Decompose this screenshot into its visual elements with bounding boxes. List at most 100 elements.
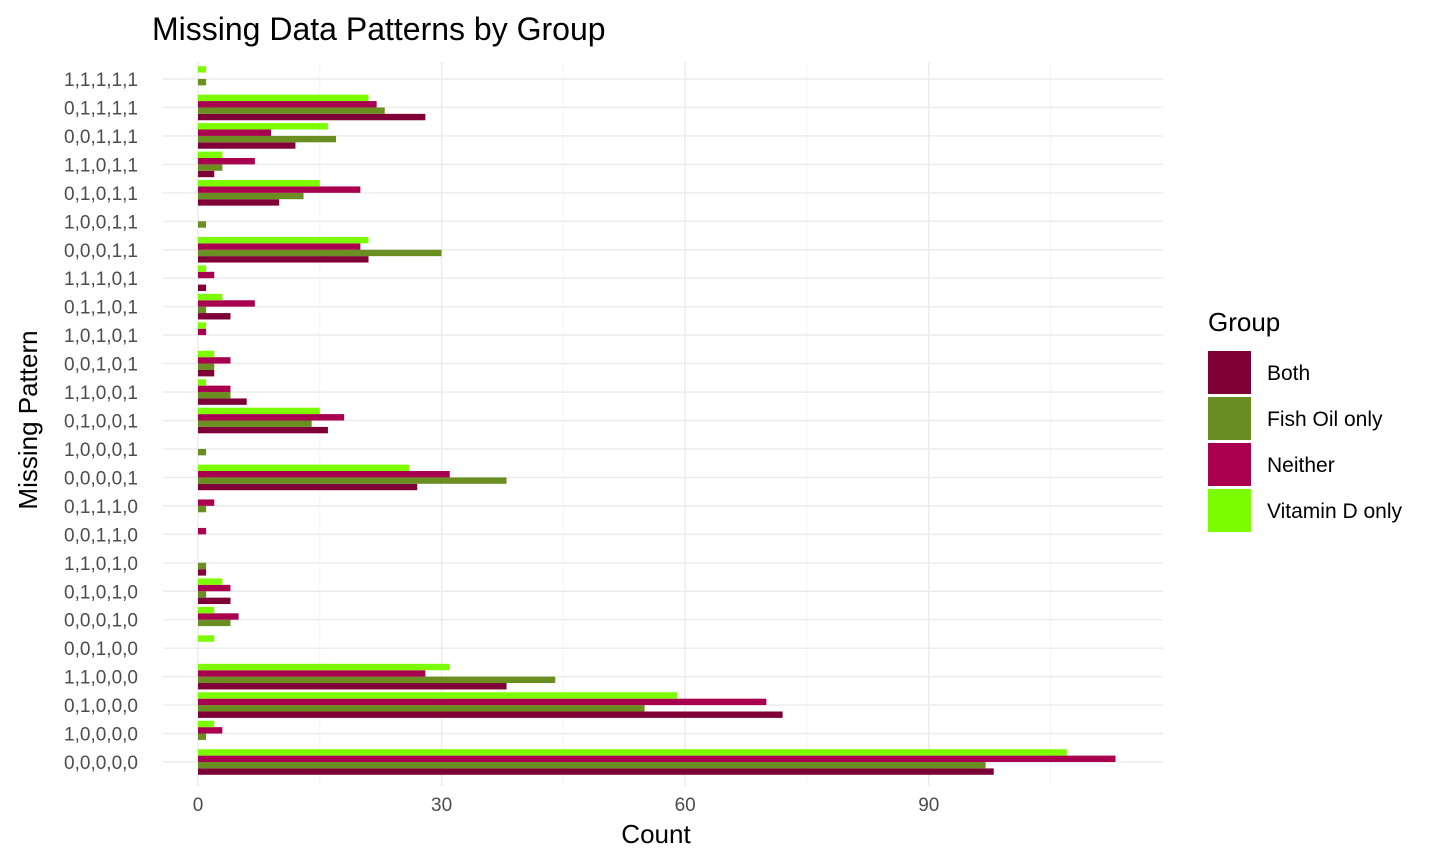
- y-tick-label: 0,1,1,1,1: [64, 98, 138, 119]
- bar-both-4: [198, 199, 280, 206]
- y-tick-label: 0,0,0,1,1: [64, 241, 138, 262]
- x-tick-label: 30: [431, 795, 452, 816]
- y-tick-label: 1,0,0,1,1: [64, 212, 138, 233]
- legend-swatch-vitamin-d-only: [1208, 489, 1251, 532]
- bar-fish-oil-only-24: [198, 762, 986, 769]
- bar-neither-19: [198, 613, 239, 620]
- y-tick-label: 0,1,1,0,1: [64, 298, 138, 319]
- y-tick-label: 1,1,1,1,1: [64, 70, 138, 91]
- bar-both-8: [198, 313, 231, 320]
- bar-both-10: [198, 369, 215, 377]
- bar-neither-22: [198, 698, 767, 706]
- bar-fish-oil-only-4: [198, 192, 304, 200]
- legend-swatch-neither: [1208, 443, 1251, 486]
- bar-fish-oil-only-19: [198, 619, 231, 627]
- bar-vitamin-d-only-9: [198, 322, 207, 329]
- bar-both-22: [198, 711, 783, 718]
- bar-vitamin-d-only-8: [198, 293, 223, 301]
- y-tick-label: 1,1,0,1,1: [64, 155, 138, 176]
- bar-fish-oil-only-6: [198, 249, 442, 257]
- bar-fish-oil-only-3: [198, 164, 223, 171]
- bar-neither-12: [198, 414, 345, 421]
- bar-both-1: [198, 113, 426, 121]
- y-tick-label: 0,0,1,1,1: [64, 127, 138, 148]
- bar-both-2: [198, 142, 296, 149]
- y-tick-label: 0,0,1,0,1: [64, 355, 138, 376]
- bar-vitamin-d-only-14: [198, 464, 410, 472]
- bar-vitamin-d-only-7: [198, 265, 207, 272]
- y-tick-label: 1,0,0,0,1: [64, 440, 138, 461]
- bar-both-24: [198, 768, 994, 775]
- y-tick-label: 1,1,0,1,0: [64, 554, 138, 575]
- bar-vitamin-d-only-6: [198, 236, 369, 244]
- y-tick-label: 0,1,0,1,1: [64, 184, 138, 205]
- bar-both-6: [198, 256, 369, 263]
- legend-label: Fish Oil only: [1267, 408, 1383, 431]
- bar-fish-oil-only-22: [198, 705, 645, 712]
- bar-neither-2: [198, 129, 272, 136]
- bar-vitamin-d-only-23: [198, 720, 215, 728]
- bar-vitamin-d-only-12: [198, 407, 320, 415]
- y-axis-tick-labels: 1,1,1,1,1 0,1,1,1,1 0,0,1,1,1 1,1,0,1,1 0,1,…: [64, 70, 138, 774]
- chart-title: Missing Data Patterns by Group: [152, 11, 606, 47]
- bar-vitamin-d-only-0: [198, 66, 207, 73]
- grid: [163, 62, 1163, 786]
- bar-fish-oil-only-8: [198, 306, 207, 314]
- bar-fish-oil-only-15: [198, 505, 207, 513]
- bar-both-12: [198, 426, 328, 434]
- bar-both-3: [198, 170, 215, 178]
- y-tick-label: 0,1,1,1,0: [64, 497, 138, 518]
- x-tick-label: 0: [193, 795, 204, 816]
- y-tick-label: 0,0,0,0,1: [64, 468, 138, 489]
- bar-both-18: [198, 597, 231, 605]
- bar-both-21: [198, 683, 507, 690]
- y-tick-label: 0,0,1,0,0: [64, 639, 138, 660]
- bar-vitamin-d-only-19: [198, 606, 215, 614]
- bar-neither-11: [198, 385, 231, 393]
- x-axis-title: Count: [621, 819, 691, 849]
- bar-vitamin-d-only-24: [198, 749, 1067, 756]
- y-tick-label: 0,0,0,0,0: [64, 753, 138, 774]
- bar-both-11: [198, 398, 247, 405]
- y-tick-label: 0,1,0,1,0: [64, 582, 138, 603]
- bar-neither-7: [198, 271, 215, 279]
- bar-fish-oil-only-2: [198, 135, 337, 143]
- y-tick-label: 1,0,0,0,0: [64, 725, 138, 746]
- bar-vitamin-d-only-3: [198, 151, 223, 158]
- y-tick-label: 1,1,0,0,0: [64, 668, 138, 689]
- bar-fish-oil-only-14: [198, 477, 507, 484]
- bar-vitamin-d-only-11: [198, 379, 207, 386]
- bar-neither-15: [198, 499, 215, 506]
- y-tick-label: 1,0,1,0,1: [64, 326, 138, 347]
- bars: [198, 66, 1116, 775]
- bar-fish-oil-only-0: [198, 79, 207, 86]
- x-axis-tick-labels: 0 30 60 90: [193, 795, 940, 816]
- x-tick-label: 60: [675, 795, 696, 816]
- bar-neither-3: [198, 157, 255, 165]
- bar-neither-4: [198, 186, 361, 193]
- bar-neither-21: [198, 670, 426, 677]
- bar-vitamin-d-only-2: [198, 123, 328, 130]
- bar-fish-oil-only-23: [198, 733, 207, 740]
- bar-vitamin-d-only-22: [198, 692, 678, 699]
- bar-neither-23: [198, 727, 223, 734]
- bar-fish-oil-only-13: [198, 448, 207, 456]
- legend-title: Group: [1208, 307, 1280, 337]
- bar-neither-16: [198, 527, 207, 535]
- bar-neither-9: [198, 328, 207, 336]
- bar-neither-24: [198, 755, 1116, 762]
- bar-neither-8: [198, 300, 255, 307]
- y-tick-label: 0,1,0,0,0: [64, 696, 138, 717]
- y-tick-label: 0,1,0,0,1: [64, 412, 138, 433]
- bar-fish-oil-only-5: [198, 221, 207, 228]
- bar-fish-oil-only-17: [198, 562, 207, 570]
- bar-fish-oil-only-21: [198, 676, 556, 684]
- bar-vitamin-d-only-18: [198, 578, 223, 585]
- y-tick-label: 1,1,1,0,1: [64, 269, 138, 290]
- legend-label: Both: [1267, 362, 1310, 385]
- bar-neither-10: [198, 357, 231, 364]
- bar-fish-oil-only-1: [198, 107, 385, 114]
- legend-swatch-fish-oil-only: [1208, 397, 1251, 440]
- bar-vitamin-d-only-21: [198, 663, 450, 671]
- legend: Group Both Fish Oil only Neither Vitamin D …: [1208, 307, 1403, 532]
